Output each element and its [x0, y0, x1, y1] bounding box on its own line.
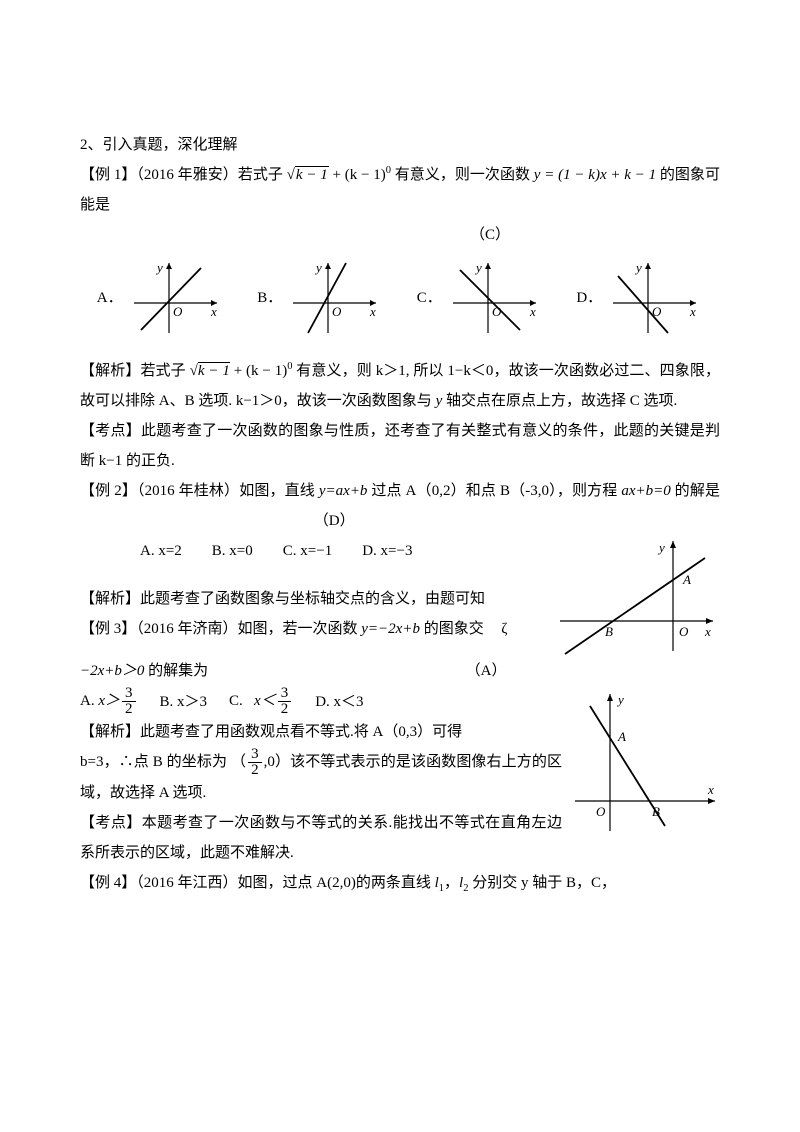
graph-d-svg: x y O	[608, 258, 703, 338]
ex3-m: 的图象交	[420, 621, 484, 637]
ex2-options: A. x=2 B. x=0 C. x=−1 D. x=−3	[140, 536, 547, 566]
graph-b: B． x y O	[257, 258, 383, 338]
svg-text:y: y	[155, 260, 163, 275]
svg-text:O: O	[596, 804, 606, 819]
ex3-pt: 本题考查了一次函数与不等式的关系.能找出不等式在直角左边系所表示的区域，此题不难…	[80, 815, 562, 861]
graph-a: A． x y O	[97, 258, 224, 338]
optD: D. x＜3	[315, 687, 363, 717]
svg-text:O: O	[173, 304, 183, 319]
ex3-al: 【解析】	[80, 724, 140, 740]
optA: A. x＞32	[80, 686, 138, 717]
ex1-analysis: 【解析】若式子 √k − 1 + (k − 1)0 有意义，则 k＞1, 所以 …	[80, 356, 720, 416]
svg-text:O: O	[492, 304, 502, 319]
ex1-graph-row: A． x y O B． x y O C． x y O D． x y O	[80, 258, 720, 338]
svg-text:y: y	[474, 260, 482, 275]
svg-text:O: O	[332, 304, 342, 319]
ex2-eq1: y=ax+b	[319, 483, 368, 499]
svg-text:A: A	[617, 729, 626, 744]
t1: 若式子	[140, 363, 189, 379]
zeta: ζ	[501, 621, 507, 637]
svg-text:y: y	[634, 260, 642, 275]
section-heading: 2、引入真题，深化理解	[80, 130, 720, 160]
svg-text:B: B	[605, 624, 613, 639]
svg-text:x: x	[210, 304, 217, 319]
ex4-h: 【例 4】（2016 年江西）如图，过点 A(2,0)的两条直线	[80, 875, 435, 891]
svg-text:O: O	[652, 304, 662, 319]
ex2-stem: 【例 2】（2016 年桂林）如图，直线 y=ax+b 过点 A（0,2）和点 …	[80, 476, 720, 536]
ex1-func: y = (1 − k)x + k − 1	[534, 167, 656, 183]
ex1-point: 【考点】此题考查了一次函数的图象与性质，还考查了有关整式有意义的条件，此题的关键…	[80, 416, 720, 476]
opt-d: D. x=−3	[362, 536, 412, 566]
optC: C. x＜32	[229, 686, 293, 717]
svg-text:O: O	[679, 624, 689, 639]
ex3-block: x y O A B A. x＞32 B. x＞3 C. x＜32 D. x＜3 …	[80, 686, 720, 868]
ex2-block: x y O A B A. x=2 B. x=0 C. x=−1 D. x=−3 …	[80, 536, 720, 656]
t5: 轴交点在原点上方，故选择 C 选项.	[442, 393, 677, 409]
analysis-label: 【解析】	[80, 363, 140, 379]
opt-b: B. x=0	[212, 536, 253, 566]
ex1-stem: 【例 1】（2016 年雅安）若式子 √k − 1 + (k − 1)0 有意义…	[80, 160, 720, 220]
graph-b-svg: x y O	[288, 258, 383, 338]
ex2-diagram: x y O A B	[555, 536, 720, 656]
ex1-answer: （C）	[470, 220, 510, 250]
graph-a-svg: x y O	[129, 258, 224, 338]
ex2-answer: （D）	[314, 506, 355, 536]
ex3-a2a: b=3，∴点 B 的坐标为	[80, 754, 227, 770]
ex3-pl: 【考点】	[80, 815, 142, 831]
graph-d: D． x y O	[576, 258, 703, 338]
svg-text:x: x	[529, 304, 536, 319]
ex4-stem: 【例 4】（2016 年江西）如图，过点 A(2,0)的两条直线 l1，l2 分…	[80, 868, 720, 899]
ex3-answer: （A）	[466, 656, 507, 686]
label-b: B．	[257, 283, 282, 313]
coord-paren: （32,0）	[231, 754, 290, 770]
ex1-mid: 有意义，则一次函数	[391, 167, 534, 183]
ex1-prefix: 【例 1】（2016 年雅安）若式子	[80, 167, 287, 183]
opt-c: C. x=−1	[283, 536, 332, 566]
ex3-eq: y=−2x+b	[361, 621, 420, 637]
pow2: + (k − 1)0	[230, 363, 293, 379]
ex3-a1: 此题考查了用函数观点看不等式.将 A（0,3）可得	[140, 724, 462, 740]
point-label: 【考点】	[80, 423, 141, 439]
ex2-al: 【解析】	[80, 591, 140, 607]
svg-text:x: x	[704, 624, 711, 639]
svg-text:x: x	[707, 782, 714, 797]
label-d: D．	[576, 283, 602, 313]
ex3-h: 【例 3】（2016 年济南）如图，若一次函数	[80, 621, 361, 637]
t4: k−1＞0，故该一次函数图象与	[236, 393, 436, 409]
ex2-tail: 的解是	[671, 483, 720, 499]
graph-c-svg: x y O	[448, 258, 543, 338]
svg-text:y: y	[657, 540, 665, 555]
svg-text:x: x	[689, 304, 696, 319]
svg-text:A: A	[682, 572, 691, 587]
ex4-t: 分别交 y 轴于 B，C，	[468, 875, 616, 891]
label-a: A．	[97, 283, 123, 313]
label-c: C．	[417, 283, 442, 313]
t2: 有意义，则	[292, 363, 375, 379]
svg-text:y: y	[616, 692, 624, 707]
ex3-ineq: −2x+b＞0	[80, 663, 144, 679]
svg-text:x: x	[369, 304, 376, 319]
svg-text:y: y	[314, 260, 322, 275]
svg-text:B: B	[652, 804, 660, 819]
opt-a: A. x=2	[140, 536, 182, 566]
point-text: 此题考查了一次函数的图象与性质，还考查了有关整式有意义的条件，此题的关键是判断 …	[80, 423, 720, 469]
plus-pow: + (k − 1)0	[329, 167, 391, 183]
ex3-options: A. x＞32 B. x＞3 C. x＜32 D. x＜3	[80, 686, 562, 717]
ex3-t2: 的解集为	[144, 663, 208, 679]
ex1-answer-row: （C）	[80, 220, 720, 250]
sqrt-expr: √k − 1	[287, 166, 329, 183]
ex2-at: 此题考查了函数图象与坐标轴交点的含义，由题可知	[140, 591, 485, 607]
ex3-stem2: −2x+b＞0 的解集为 （A）	[80, 656, 720, 686]
sqrt2: √k − 1	[190, 362, 230, 379]
ex2-mid: 过点 A（0,2）和点 B（-3,0），则方程	[367, 483, 621, 499]
optB: B. x＞3	[160, 687, 208, 717]
ex2-eq2: ax+b=0	[621, 483, 670, 499]
comma: ，	[444, 875, 459, 891]
ex2-head: 【例 2】（2016 年桂林）如图，直线	[80, 483, 319, 499]
graph-c: C． x y O	[417, 258, 543, 338]
ex3-diagram: x y O A B	[570, 686, 720, 836]
